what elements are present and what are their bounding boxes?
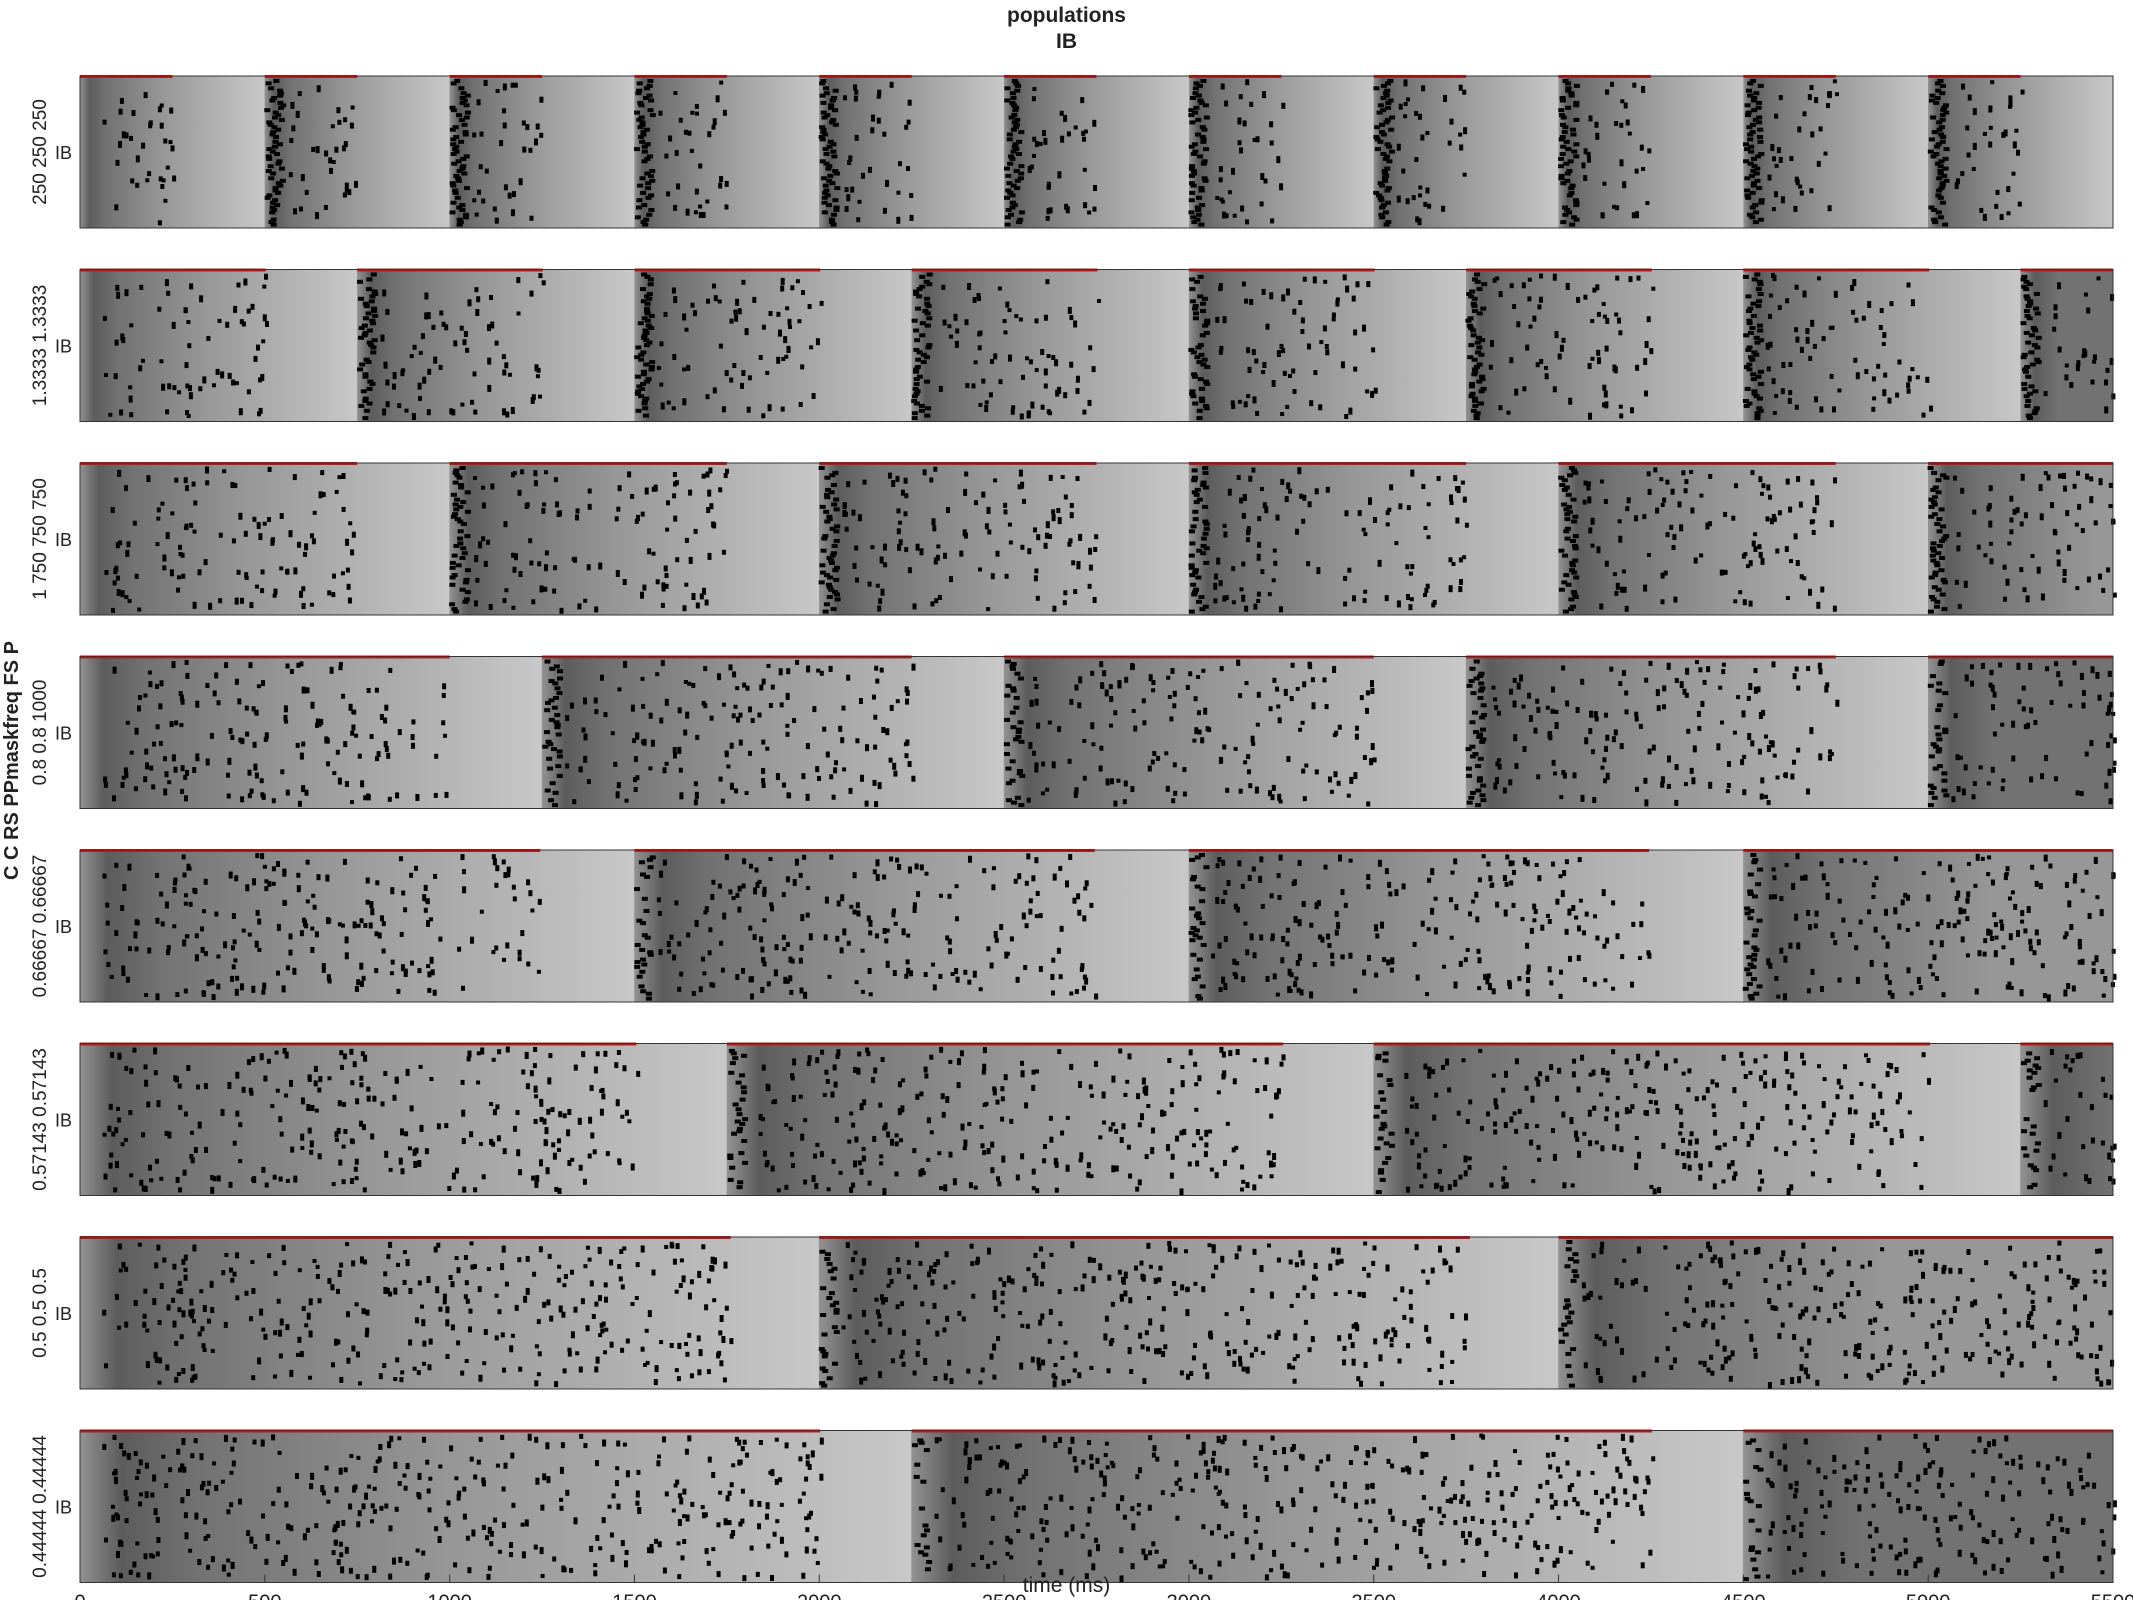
- panel-ylabel: IB: [55, 530, 72, 550]
- panel-background: [80, 657, 2113, 809]
- panel-param-label: 1.3333 1.3333: [30, 285, 51, 407]
- y-axis-title: C C RS PPmaskfreq FS P: [1, 641, 24, 880]
- raster-panel: IB0.57143 0.57143: [30, 1043, 2117, 1196]
- panel-param-label: 0.66667 0.66667: [30, 855, 51, 998]
- panel-ylabel: IB: [55, 917, 72, 937]
- panel-param-label: 0.5 0.5 0.5: [30, 1268, 51, 1358]
- panel-param-label: 1 750 750 750: [30, 478, 51, 600]
- x-axis-title: time (ms): [0, 1574, 2133, 1598]
- panel-ylabel: IB: [55, 1304, 72, 1324]
- raster-panel: IB1 750 750 750: [30, 462, 2117, 615]
- panel-ylabel: IB: [55, 143, 72, 163]
- raster-panel: IB0.44444 0.44444: [30, 1430, 2117, 1583]
- panel-param-label: 250 250 250: [30, 99, 51, 205]
- panel-param-label: 0.44444 0.44444: [30, 1435, 51, 1578]
- raster-panel: IB0.66667 0.66667: [30, 849, 2117, 1002]
- y-axis-title-wrap: C C RS PPmaskfreq FS P: [0, 0, 24, 1600]
- panel-ylabel: IB: [55, 1498, 72, 1518]
- raster-panel: IB0.8 0.8 1000: [30, 656, 2117, 809]
- raster-panel: IB0.5 0.5 0.5: [30, 1236, 2114, 1389]
- panel-ylabel: IB: [55, 337, 72, 357]
- panel-ylabel: IB: [55, 1111, 72, 1131]
- panel-ylabel: IB: [55, 724, 72, 744]
- raster-panel: IB1.3333 1.3333: [30, 269, 2115, 422]
- panel-param-label: 0.8 0.8 1000: [30, 680, 51, 786]
- panel-param-label: 0.57143 0.57143: [30, 1048, 51, 1191]
